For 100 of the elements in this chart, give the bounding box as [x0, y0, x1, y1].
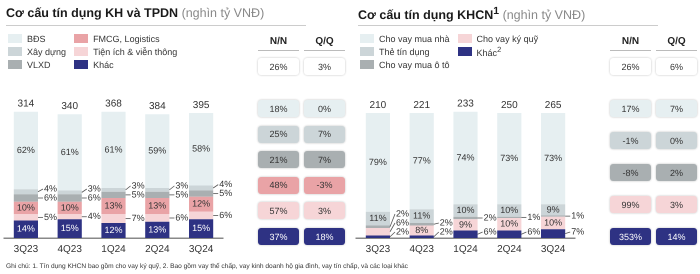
- legend-label: Khác: [93, 60, 114, 70]
- data-label: 2%: [396, 208, 410, 218]
- bar: [58, 214, 82, 220]
- data-label: 7%: [132, 213, 145, 224]
- annotation: 233: [457, 98, 474, 110]
- data-label: 15%: [60, 223, 79, 234]
- data-label: 73%: [500, 153, 518, 164]
- text: 18%: [258, 100, 299, 117]
- annotation: 265: [544, 100, 562, 111]
- data-label: 79%: [368, 156, 387, 167]
- x-tick-label: 1Q24: [453, 244, 478, 255]
- bar: [453, 230, 478, 238]
- data-label: 9%: [546, 204, 560, 214]
- data-label: 10%: [60, 202, 79, 212]
- text: Q/Q: [656, 36, 697, 51]
- bar: [145, 214, 170, 222]
- data-label: 11%: [369, 213, 387, 224]
- text: 57%: [258, 202, 299, 220]
- bar: [453, 216, 478, 220]
- data-label: 4%: [219, 179, 232, 190]
- text: 3%: [656, 196, 697, 213]
- data-label: 10%: [500, 218, 518, 229]
- legend-label: FMCG, Logistics: [93, 34, 160, 44]
- data-label: 12%: [104, 224, 123, 235]
- text: N/N: [610, 36, 651, 51]
- data-label: 77%: [412, 156, 431, 166]
- x-tick-label: 3Q24: [540, 244, 566, 255]
- bar: [58, 194, 82, 202]
- data-label: 62%: [16, 144, 35, 155]
- annotation: 210: [370, 100, 387, 111]
- data-label: 12%: [192, 198, 210, 209]
- data-label: 6%: [396, 217, 410, 228]
- legend-label: Xây dựng: [27, 46, 66, 56]
- data-label: 6%: [175, 212, 188, 222]
- bar: [101, 188, 126, 192]
- legend-label: Cho vay mua ô tô: [379, 60, 450, 70]
- data-label: 13%: [104, 200, 123, 211]
- x-tick-label: 4Q23: [409, 244, 434, 255]
- text: 0%: [656, 132, 697, 149]
- annotation: 395: [192, 100, 210, 111]
- data-label: 2%: [396, 226, 410, 236]
- annotation: 250: [500, 100, 518, 111]
- data-label: 4%: [88, 211, 101, 222]
- x-tick-label: 2Q24: [497, 244, 522, 255]
- bar: [189, 113, 214, 186]
- data-label: 5%: [44, 212, 58, 222]
- text: Q/Q: [304, 36, 345, 51]
- data-label: 1%: [527, 212, 540, 222]
- text: 7%: [304, 151, 345, 168]
- data-label: 6%: [88, 192, 101, 202]
- x-tick-label: 4Q23: [57, 244, 82, 255]
- legend-label: Cho vay ký quỹ: [476, 34, 538, 44]
- data-label: 61%: [60, 146, 79, 157]
- legend-label: Cho vay mua nhà: [379, 34, 450, 44]
- text: 3%: [304, 58, 345, 75]
- data-label: 8%: [415, 224, 428, 235]
- annotation: 314: [18, 98, 35, 110]
- data-label: 1%: [571, 210, 584, 221]
- data-label: 73%: [544, 153, 562, 164]
- data-label: 2%: [440, 217, 453, 228]
- data-label: 6%: [44, 192, 58, 202]
- text: 48%: [258, 176, 299, 194]
- text: 99%: [610, 196, 651, 213]
- data-label: 9%: [458, 219, 472, 230]
- data-label: 15%: [192, 223, 210, 234]
- x-tick-label: 1Q24: [101, 244, 126, 255]
- x-tick-label: 3Q24: [188, 244, 214, 255]
- text: -8%: [610, 164, 651, 181]
- text: 2%: [656, 164, 697, 181]
- bar: [541, 229, 566, 238]
- bar: [14, 189, 38, 194]
- text: -1%: [610, 132, 651, 149]
- data-label: 6%: [484, 226, 497, 236]
- data-label: 13%: [148, 200, 166, 211]
- chart-title: Cơ cấu tín dụng KHCN$^{1}$: [358, 6, 500, 22]
- data-label: 61%: [104, 144, 123, 154]
- bar: [58, 114, 82, 190]
- text: 0%: [304, 100, 345, 117]
- data-label: 3%: [132, 180, 145, 190]
- text: 21%: [258, 151, 299, 168]
- annotation: 340: [61, 101, 78, 112]
- bar: [189, 212, 214, 220]
- data-label: 2%: [440, 226, 453, 236]
- x-tick-label: 3Q23: [14, 244, 39, 255]
- text: N/N: [258, 36, 299, 51]
- data-label: 74%: [456, 152, 475, 162]
- annotation: 221: [413, 100, 430, 111]
- chart-title: Cơ cấu tín dụng KH và TPDN: [6, 6, 178, 20]
- data-label: 6%: [527, 226, 540, 236]
- data-label: 13%: [148, 224, 166, 234]
- bar: [189, 186, 214, 190]
- bar: [541, 113, 566, 204]
- data-label: 10%: [16, 202, 35, 212]
- bar: [145, 192, 170, 198]
- annotation: 384: [148, 101, 166, 112]
- chart-subtitle: (nghìn tỷ VNĐ): [182, 6, 264, 20]
- data-label: 10%: [500, 204, 518, 215]
- bar: [497, 113, 522, 204]
- text: 3%: [304, 202, 345, 220]
- bar: [497, 230, 522, 238]
